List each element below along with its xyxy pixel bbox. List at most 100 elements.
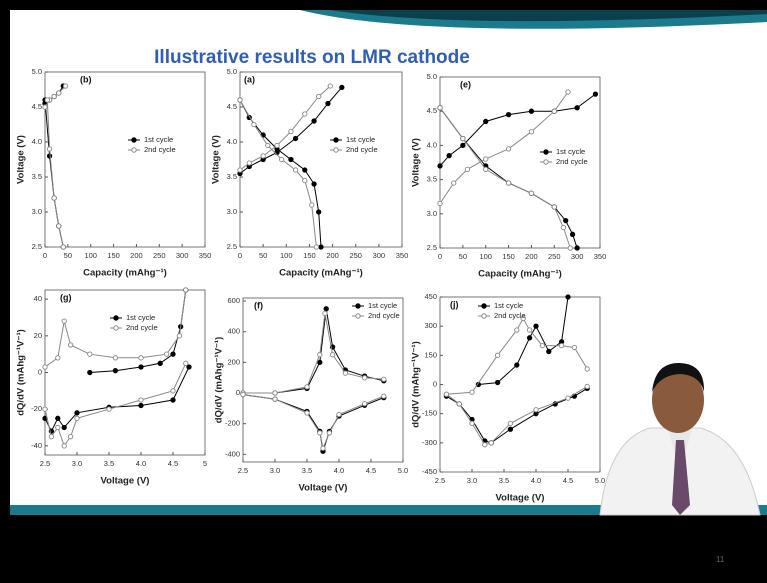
x-tick-label: 3.5 [302,466,312,475]
data-point [68,343,72,347]
data-point [319,245,323,249]
data-point [252,122,256,126]
data-point [529,130,533,134]
y-tick-label: 40 [34,294,42,303]
data-point [438,106,442,110]
data-point [88,352,92,356]
x-axis-label: Voltage (V) [299,483,348,494]
legend-marker [334,138,338,142]
data-point [312,182,316,186]
x-tick-label: 2.5 [40,459,50,468]
data-point [362,376,366,380]
data-point [559,343,563,347]
legend-marker [356,314,360,318]
x-tick-label: 100 [479,252,492,261]
data-point [506,147,510,151]
data-point [261,154,265,158]
x-tick-label: 150 [107,251,120,260]
x-tick-label: 4.0 [531,476,541,485]
y-tick-label: 3.0 [427,209,437,218]
x-tick-label: 300 [176,251,189,260]
data-point [529,109,533,113]
y-tick-label: 0 [433,379,437,388]
data-point [340,85,344,89]
data-point [303,168,307,172]
x-tick-label: 200 [525,252,538,261]
x-tick-label: 0 [238,251,242,260]
data-point [547,349,551,353]
y-tick-label: 450 [424,292,437,301]
data-point [273,391,277,395]
data-point [139,356,143,360]
legend-marker [334,148,338,152]
x-tick-label: 250 [153,251,166,260]
data-point [289,129,293,133]
data-point [184,361,188,365]
legend-label: 1st cycle [494,301,523,310]
y-tick-label: 5.0 [32,67,42,76]
x-tick-label: 5.0 [595,476,605,485]
x-tick-label: 4.5 [563,476,573,485]
y-tick-label: -300 [422,438,437,447]
data-point [382,394,386,398]
x-tick-label: 4.0 [136,459,146,468]
data-point [570,232,574,236]
data-point [566,396,570,400]
data-point [43,407,47,411]
data-point [52,196,56,200]
data-point [45,98,49,102]
y-axis-label: dQ/dV (mAhg⁻¹V⁻¹) [16,329,27,416]
data-point [438,201,442,205]
y-axis-label: dQ/dV (mAhg⁻¹V⁻¹) [411,341,422,428]
x-tick-label: 3.5 [104,459,114,468]
data-point [470,421,474,425]
data-point [484,167,488,171]
legend-label: 1st cycle [368,301,397,310]
data-point [318,431,322,435]
legend-marker [356,304,360,308]
data-point [47,147,51,151]
lecture-frame: Illustrative results on LMR cathode 11 2… [0,0,767,578]
data-point [552,205,556,209]
legend-marker [114,316,118,320]
data-point [139,398,143,402]
data-point [489,441,493,445]
data-point [275,143,279,147]
y-tick-label: -150 [422,409,437,418]
data-point [56,356,60,360]
x-tick-label: 350 [199,251,212,260]
data-point [62,425,66,429]
x-tick-label: 0 [438,252,442,261]
data-point [461,143,465,147]
data-point [88,370,92,374]
data-point [575,246,579,250]
legend-label: 2nd cycle [556,157,588,166]
data-point [279,157,283,161]
data-point [575,106,579,110]
y-axis-label: Voltage (V) [16,135,27,184]
x-tick-label: 300 [571,252,584,261]
x-tick-label: 100 [84,251,97,260]
y-axis-label: Voltage (V) [211,135,222,184]
data-point [56,416,60,420]
x-axis-label: Voltage (V) [496,493,545,504]
x-tick-label: 150 [303,251,316,260]
data-point [56,425,60,429]
data-point [43,365,47,369]
data-point [171,398,175,402]
legend-label: 1st cycle [556,147,585,156]
data-point [564,218,568,222]
x-tick-label: 200 [326,251,339,260]
x-tick-label: 2.5 [435,476,445,485]
y-tick-label: 400 [227,327,240,336]
y-tick-label: 2.5 [32,242,42,251]
x-tick-label: 4.5 [366,466,376,475]
data-point [337,412,341,416]
data-point [534,408,538,412]
data-point [506,181,510,185]
y-axis-label: dQ/dV (mAhg⁻¹V⁻¹) [214,337,225,424]
data-point [540,343,544,347]
data-point [238,98,242,102]
data-point [113,356,117,360]
data-point [508,421,512,425]
